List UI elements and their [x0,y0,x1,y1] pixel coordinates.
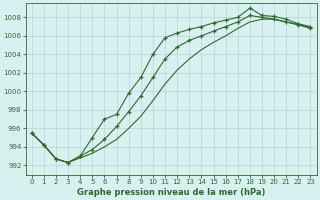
X-axis label: Graphe pression niveau de la mer (hPa): Graphe pression niveau de la mer (hPa) [77,188,265,197]
